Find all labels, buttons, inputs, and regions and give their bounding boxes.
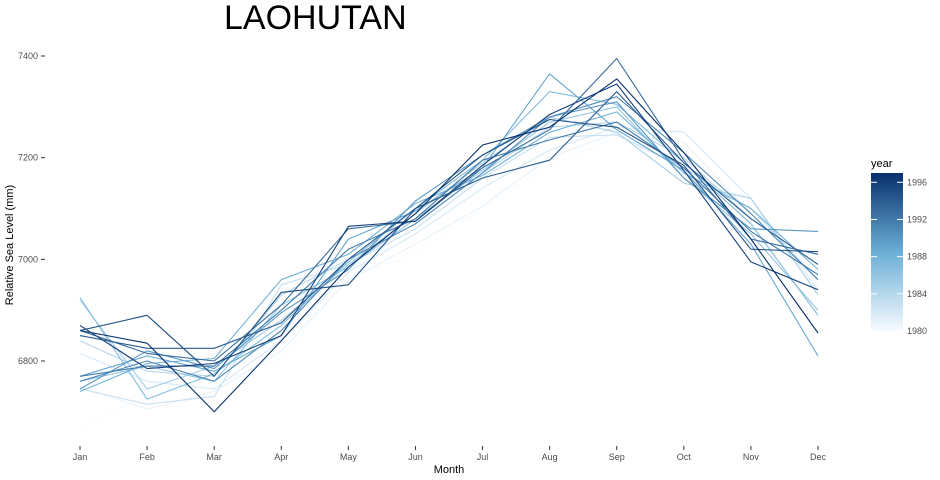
- chart-title: LAOHUTAN: [224, 0, 407, 37]
- series-lines: [79, 57, 819, 431]
- series-line: [79, 126, 819, 390]
- colorbar-tick-label: 1996: [907, 177, 927, 187]
- y-tick-label: 6800: [18, 356, 38, 366]
- series-line: [79, 131, 819, 410]
- series-line: [79, 83, 819, 370]
- series-line: [79, 57, 819, 362]
- series-line: [79, 91, 819, 349]
- x-tick-label: Sep: [609, 452, 625, 462]
- y-tick-label: 7400: [18, 51, 38, 61]
- x-tick-label: Mar: [206, 452, 222, 462]
- x-axis-title: Month: [434, 464, 465, 476]
- x-tick-label: Jul: [477, 452, 489, 462]
- y-axis: 6800 7000 7200 7400: [18, 51, 45, 366]
- x-tick-label: Nov: [743, 452, 760, 462]
- x-tick-label: Dec: [810, 452, 827, 462]
- series-line: [79, 129, 819, 431]
- colorbar-tick-label: 1984: [907, 289, 927, 299]
- legend-title: year: [871, 158, 893, 170]
- series-line: [79, 91, 819, 400]
- x-tick-label: Jun: [408, 452, 423, 462]
- y-tick-label: 7200: [18, 153, 38, 163]
- y-axis-title: Relative Sea Level (mm): [4, 185, 16, 305]
- series-line: [79, 111, 819, 393]
- colorbar-tick-label: 1980: [907, 326, 927, 336]
- series-line: [79, 106, 819, 382]
- series-line: [79, 118, 819, 377]
- series-line: [79, 121, 819, 377]
- x-tick-label: May: [340, 452, 358, 462]
- series-line: [79, 134, 819, 405]
- series-line: [79, 121, 819, 377]
- colorbar-tick-label: 1992: [907, 214, 927, 224]
- x-tick-label: Aug: [542, 452, 558, 462]
- y-tick-label: 7000: [18, 254, 38, 264]
- colorbar: [871, 173, 903, 331]
- series-line: [79, 96, 819, 382]
- x-axis: Jan Feb Mar Apr May Jun Jul Aug Sep Oct Nov Dec: [73, 446, 827, 462]
- legend: year 1980 1984 1988 1992 1996: [871, 158, 927, 336]
- x-tick-label: Jan: [73, 452, 88, 462]
- series-line: [79, 78, 819, 413]
- colorbar-ticks: 1980 1984 1988 1992 1996: [871, 177, 927, 336]
- colorbar-tick-label: 1988: [907, 252, 927, 262]
- x-tick-label: Oct: [677, 452, 692, 462]
- x-tick-label: Feb: [139, 452, 155, 462]
- x-tick-label: Apr: [274, 452, 288, 462]
- series-line: [79, 101, 819, 390]
